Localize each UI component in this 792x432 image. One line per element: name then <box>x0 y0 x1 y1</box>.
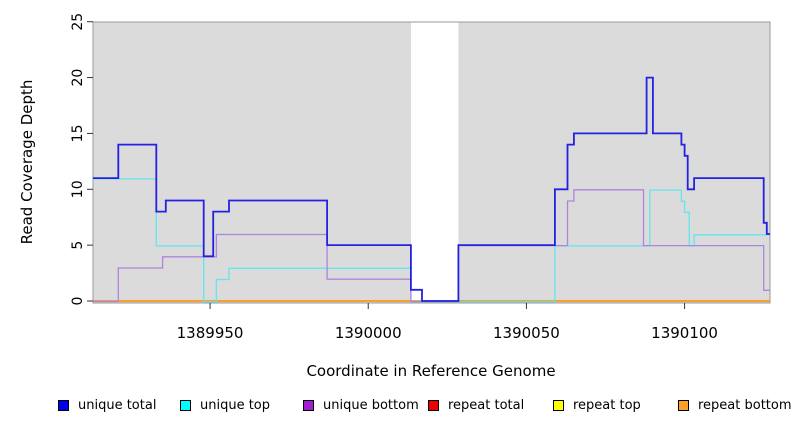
unique-top-swatch <box>180 400 191 411</box>
masked-region <box>410 22 459 303</box>
y-tick-label: 10 <box>70 180 86 198</box>
legend-item-unique-bottom: unique bottom <box>303 398 419 413</box>
x-tick-label: 1390100 <box>651 324 718 342</box>
plot-border <box>92 21 771 304</box>
legend-label: unique bottom <box>323 398 419 413</box>
legend-item-repeat-top: repeat top <box>553 398 641 413</box>
series-unique-top <box>93 178 770 303</box>
x-tick-label: 1390050 <box>493 324 560 342</box>
unique-bottom-swatch <box>303 400 314 411</box>
legend-label: repeat bottom <box>698 398 792 413</box>
x-axis-title: Coordinate in Reference Genome <box>306 362 556 380</box>
legend-label: unique top <box>200 398 271 413</box>
series-unique-total <box>93 76 770 302</box>
y-tick-label: 0 <box>70 297 86 306</box>
x-tick-label: 1390000 <box>335 324 402 342</box>
legend-item-repeat-bottom: repeat bottom <box>678 398 792 413</box>
legend-label: unique total <box>78 398 157 413</box>
legend-item-unique-total: unique total <box>58 398 156 413</box>
repeat-bottom-swatch <box>678 400 689 411</box>
unique-total-swatch <box>58 400 69 411</box>
repeat-total-swatch <box>428 400 439 411</box>
y-tick-label: 20 <box>70 69 86 87</box>
legend-item-unique-top: unique top <box>180 398 270 413</box>
y-tick-label: 15 <box>70 125 86 143</box>
repeat-top-swatch <box>553 400 564 411</box>
legend-label: repeat total <box>448 398 525 413</box>
y-tick-label: 25 <box>70 13 86 31</box>
y-axis-title: Read Coverage Depth <box>18 79 36 245</box>
legend-item-repeat-total: repeat total <box>428 398 524 413</box>
y-tick-label: 5 <box>70 241 86 250</box>
x-tick-label: 1389950 <box>177 324 244 342</box>
legend-label: repeat top <box>573 398 641 413</box>
